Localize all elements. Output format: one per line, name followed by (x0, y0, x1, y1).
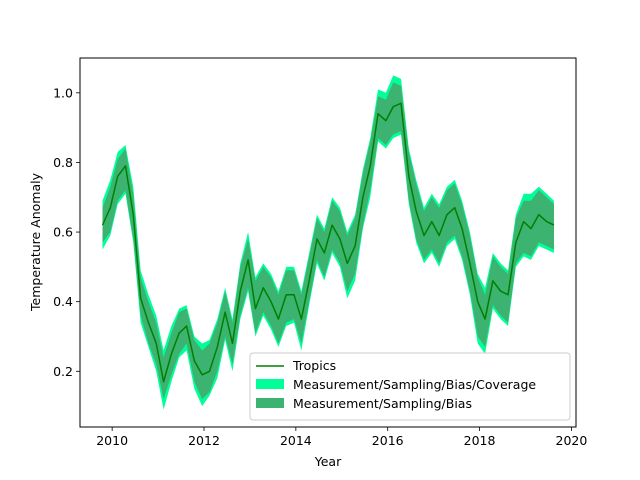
x-axis-ticks: 2010 2012 2014 2016 2018 2020 (96, 427, 587, 448)
legend-tropics-label: Tropics (292, 358, 336, 373)
legend-msb-label: Measurement/Sampling/Bias (293, 396, 472, 411)
x-tick-label: 2010 (96, 433, 128, 448)
legend-coverage-label: Measurement/Sampling/Bias/Coverage (293, 377, 536, 392)
y-tick-label: 0.8 (53, 155, 73, 170)
x-tick-label: 2018 (464, 433, 496, 448)
x-tick-label: 2020 (556, 433, 588, 448)
y-tick-label: 1.0 (53, 85, 73, 100)
legend-coverage-swatch (256, 379, 284, 389)
legend-box (249, 352, 571, 421)
y-tick-label: 0.2 (53, 364, 73, 379)
legend: Tropics Measurement/Sampling/Bias/Covera… (249, 352, 571, 421)
series-lines (101, 102, 555, 383)
x-tick-label: 2014 (280, 433, 312, 448)
y-axis-ticks: 0.2 0.4 0.6 0.8 1.0 (53, 85, 80, 379)
y-axis-label: Temperature Anomaly (28, 172, 43, 312)
y-tick-label: 0.4 (53, 294, 73, 309)
x-tick-label: 2016 (372, 433, 404, 448)
x-tick-label: 2012 (188, 433, 220, 448)
legend-msb-swatch (256, 398, 284, 408)
plot-frame (79, 57, 577, 428)
y-tick-label: 0.6 (53, 225, 73, 240)
x-axis-label: Year (314, 454, 342, 469)
series-line-tropics (101, 102, 555, 383)
